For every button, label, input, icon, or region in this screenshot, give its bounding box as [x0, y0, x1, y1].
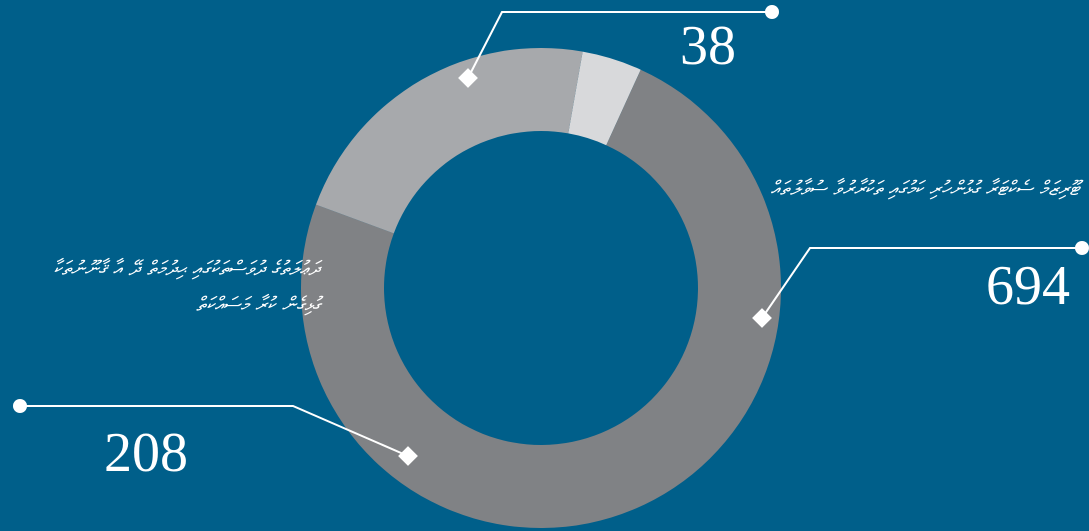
leader-dot — [13, 399, 27, 413]
donut-slices — [301, 48, 782, 528]
leader-dot — [765, 5, 779, 19]
leader-marker — [398, 446, 418, 466]
leader-dot — [1075, 241, 1089, 255]
leader-line — [761, 247, 1082, 319]
leader-marker — [752, 308, 772, 328]
leader-marker — [458, 68, 478, 88]
leader-line — [467, 11, 772, 79]
slice-value-label: 694 — [986, 255, 1070, 317]
slice-value-label: 38 — [680, 15, 736, 77]
slice-category-label: ޓޫރިޒަމް ސެކްޓަރާ ގުޅުންހުރި ކަމުގައި ތަ… — [770, 176, 1079, 200]
donut-slice — [568, 51, 641, 146]
donut-slice — [315, 48, 583, 234]
donut-slice — [301, 69, 782, 528]
slice-category-label: ދަޢުލަތުގެ ދުވަސްތަކުގައި ޙިދުމަތް ދޭ އާ… — [53, 256, 320, 316]
leader-line — [20, 405, 409, 457]
slice-value-label: 208 — [104, 422, 188, 484]
leader-lines — [13, 5, 1089, 466]
